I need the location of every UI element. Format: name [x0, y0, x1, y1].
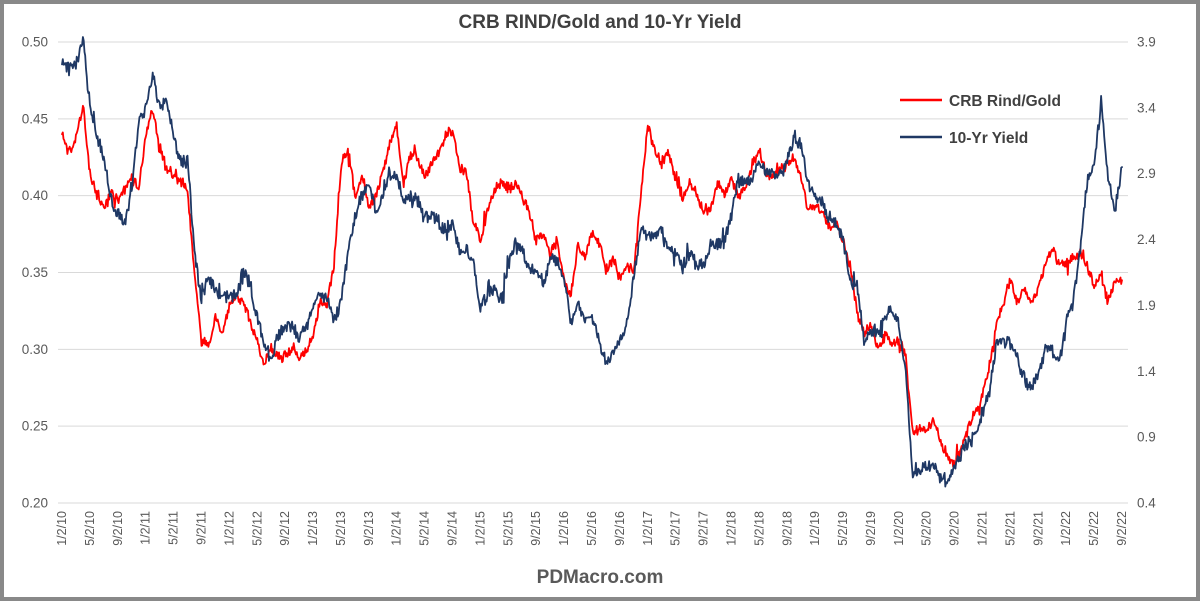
x-axis-tick: 1/2/19: [808, 511, 822, 546]
right-axis-tick: 3.9: [1137, 35, 1156, 50]
x-axis-tick: 1/2/16: [557, 511, 571, 546]
x-axis-tick: 9/2/16: [613, 511, 627, 546]
series-line-crb-rind-gold: [61, 104, 1123, 470]
legend-label-crb: CRB Rind/Gold: [949, 93, 1061, 110]
x-axis-tick: 1/2/14: [390, 511, 404, 546]
right-axis-tick: 2.9: [1137, 166, 1156, 181]
x-axis-tick: 1/2/12: [222, 511, 236, 546]
x-axis-tick: 9/2/15: [529, 511, 543, 546]
watermark: PDMacro.com: [537, 567, 664, 588]
right-axis-tick: 3.4: [1137, 100, 1156, 115]
x-axis-tick: 5/2/19: [836, 511, 850, 546]
x-axis-tick: 1/2/20: [892, 511, 906, 546]
x-axis-tick: 9/2/20: [948, 511, 962, 546]
x-axis-tick: 1/2/15: [473, 511, 487, 546]
x-axis-tick: 5/2/17: [669, 511, 683, 546]
x-axis-tick: 9/2/10: [111, 511, 125, 546]
right-axis-tick: 1.9: [1137, 298, 1156, 313]
x-axis-tick: 1/2/17: [641, 511, 655, 546]
x-axis-tick: 5/2/21: [1003, 511, 1017, 546]
left-axis-tick: 0.45: [22, 111, 48, 126]
x-axis-tick: 1/2/10: [55, 511, 69, 546]
left-axis-tick: 0.35: [22, 265, 48, 280]
left-axis-tick: 0.20: [22, 496, 48, 511]
x-axis-tick: 1/2/18: [724, 511, 738, 546]
chart-canvas: 0.50 0.45 0.40 0.35 0.30 0.25 0.20 3.9 3.4 2.9 2.…: [22, 12, 1157, 588]
right-axis-tick: 2.4: [1137, 232, 1156, 247]
x-axis-tick: 5/2/16: [585, 511, 599, 546]
x-axis-tick: 5/2/20: [920, 511, 934, 546]
x-axis-tick: 5/2/18: [752, 511, 766, 546]
left-axis-tick: 0.50: [22, 35, 48, 50]
legend: CRB Rind/Gold 10-Yr Yield: [900, 93, 1061, 147]
legend-label-yield: 10-Yr Yield: [949, 130, 1028, 147]
x-axis-tick: 9/2/19: [864, 511, 878, 546]
right-axis-tick: 0.9: [1137, 430, 1156, 445]
x-axis-tick: 5/2/12: [250, 511, 264, 546]
x-axis-tick: 9/2/12: [278, 511, 292, 546]
x-axis-tick: 5/2/11: [167, 511, 181, 545]
x-axis-tick: 9/2/17: [697, 511, 711, 546]
x-axis-tick: 9/2/13: [362, 511, 376, 546]
x-axis-tick: 5/2/22: [1087, 511, 1101, 546]
x-axis-tick: 9/2/11: [194, 511, 208, 545]
x-axis-tick: 5/2/15: [501, 511, 515, 546]
series-line-10-yr-yield: [61, 36, 1123, 488]
left-axis-tick: 0.30: [22, 342, 48, 357]
x-axis-tick: 5/2/13: [334, 511, 348, 546]
x-axis-tick: 5/2/14: [418, 511, 432, 546]
right-axis-tick-labels: 3.9 3.4 2.9 2.4 1.9 1.4 0.9 0.4: [1137, 35, 1156, 511]
x-axis-tick: 1/2/13: [306, 511, 320, 546]
gridlines: [58, 41, 1128, 504]
chart-title: CRB RIND/Gold and 10-Yr Yield: [459, 12, 742, 33]
series-lines: [61, 36, 1123, 488]
x-axis-tick: 1/2/11: [139, 511, 153, 545]
x-axis-tick: 1/2/22: [1059, 511, 1073, 546]
x-axis-tick: 9/2/22: [1115, 511, 1129, 546]
left-axis-tick: 0.25: [22, 419, 48, 434]
x-axis-tick: 9/2/18: [780, 511, 794, 546]
x-axis-tick: 1/2/21: [976, 511, 990, 546]
x-axis-tick: 9/2/21: [1031, 511, 1045, 546]
left-axis-tick-labels: 0.50 0.45 0.40 0.35 0.30 0.25 0.20: [22, 35, 48, 511]
right-axis-tick: 1.4: [1137, 364, 1156, 379]
x-axis-tick: 5/2/10: [83, 511, 97, 546]
right-axis-tick: 0.4: [1137, 496, 1156, 511]
x-axis-tick-labels: 1/2/10 5/2/10 9/2/10 1/2/11 5/2/11 9/2/11 1/2/…: [55, 511, 1129, 546]
left-axis-tick: 0.40: [22, 188, 48, 203]
x-axis-tick: 9/2/14: [446, 511, 460, 546]
